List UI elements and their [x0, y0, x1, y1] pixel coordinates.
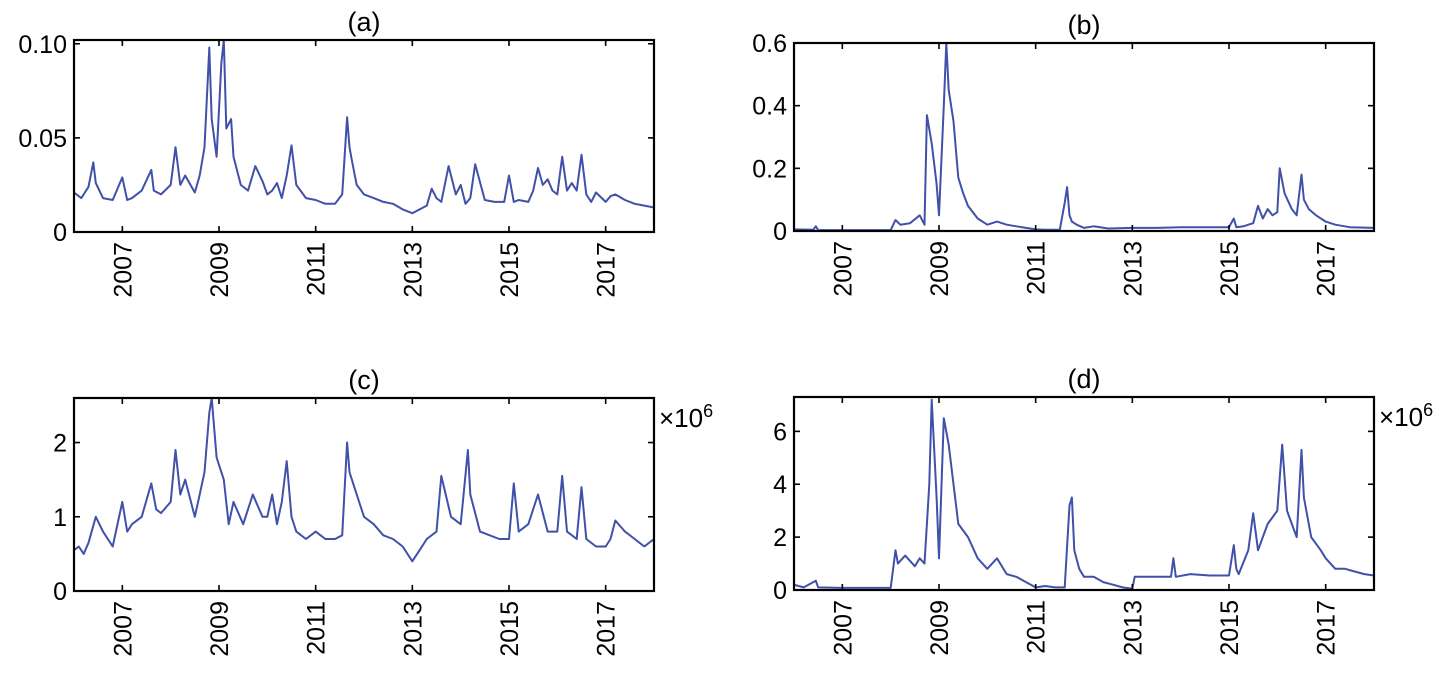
panel-d-multiplier: ×106	[1379, 400, 1433, 432]
panel-a-xtick-label: 2007	[109, 242, 137, 298]
panel-c-series-line	[74, 398, 654, 563]
panel-d-xtick-label: 2017	[1313, 600, 1341, 656]
panel-b-ytick-label: 0.4	[752, 93, 787, 121]
panel-b-xtick-label: 2013	[1119, 241, 1147, 297]
panel-d-xtick-label: 2007	[829, 600, 857, 656]
panel-d-xtick-label: 2009	[926, 600, 954, 656]
panel-b-xtick-label: 2009	[926, 241, 954, 297]
panel-a-xtick-label: 2015	[496, 242, 524, 298]
panel-c-title: (c)	[348, 365, 379, 395]
panel-d-title: (d)	[1068, 364, 1101, 394]
panel-b-series-line	[794, 43, 1374, 231]
panel-a-xtick-label: 2017	[593, 242, 621, 298]
panel-b-xtick-label: 2007	[829, 241, 857, 297]
panel-c-multiplier-base: ×10	[659, 403, 703, 433]
panel-a-xtick-label: 2013	[399, 242, 427, 298]
panel-b-xtick-label: 2015	[1216, 241, 1244, 297]
panel-b-axes-frame	[792, 41, 1376, 233]
panel-a-ytick-label: 0	[53, 219, 67, 247]
panel-d-axes-frame	[792, 395, 1376, 592]
panel-a: (a) 0 0.05 0.10 2007 2009 2011 2013 2015 2017	[18, 7, 656, 298]
panel-c-xtick-label: 2015	[496, 601, 524, 657]
panel-c-axes-frame	[72, 396, 656, 593]
panel-c-xtick-label: 2017	[593, 601, 621, 657]
panel-c-multiplier: ×106	[659, 401, 713, 433]
panel-c-xtick-label: 2011	[303, 601, 331, 655]
panel-c-ytick-label: 2	[53, 430, 67, 458]
panel-d-series-line	[794, 398, 1374, 590]
panel-d-xtick-label: 2013	[1119, 600, 1147, 656]
panel-b-ytick-label: 0	[773, 218, 787, 246]
panel-a-axes-frame	[72, 38, 656, 234]
panel-d-ytick-label: 4	[773, 471, 787, 499]
panel-d-ytick-label: 6	[773, 418, 787, 446]
panel-b: (b) 0 0.2 0.4 0.6 2007 2009 2011 2013 2015 2017	[752, 10, 1376, 297]
panel-c-xtick-label: 2007	[109, 601, 137, 657]
panel-d-ytick-label: 0	[773, 577, 787, 605]
panel-a-ytick-label: 0.10	[18, 31, 67, 59]
panel-c-ytick-label: 0	[53, 578, 67, 606]
panel-d-xtick-label: 2011	[1023, 600, 1051, 654]
panel-a-ytick-label: 0.05	[18, 125, 67, 153]
panel-b-xtick-label: 2011	[1023, 241, 1051, 295]
panel-a-series-line	[74, 40, 654, 215]
panel-a-title: (a)	[348, 7, 381, 37]
panel-a-xtick-label: 2009	[206, 242, 234, 298]
panel-d-xtick-label: 2015	[1216, 600, 1244, 656]
panel-d-multiplier-base: ×10	[1379, 402, 1423, 432]
panel-b-ytick-label: 0.6	[752, 30, 787, 58]
panel-b-ytick-label: 0.2	[752, 155, 787, 183]
panel-c-xtick-label: 2009	[206, 601, 234, 657]
panel-b-xtick-label: 2017	[1313, 241, 1341, 297]
panel-a-xtick-label: 2011	[303, 242, 331, 296]
panel-c: (c) 0 1 2 2007 2009 2011 2013 2015 2017 ×106	[53, 365, 713, 657]
panel-d-ytick-label: 2	[773, 524, 787, 552]
panel-c-xtick-label: 2013	[399, 601, 427, 657]
panel-c-multiplier-exponent: 6	[703, 401, 713, 421]
panel-c-ytick-label: 1	[53, 504, 67, 532]
panel-b-title: (b)	[1068, 10, 1101, 40]
panel-d-multiplier-exponent: 6	[1423, 400, 1433, 420]
